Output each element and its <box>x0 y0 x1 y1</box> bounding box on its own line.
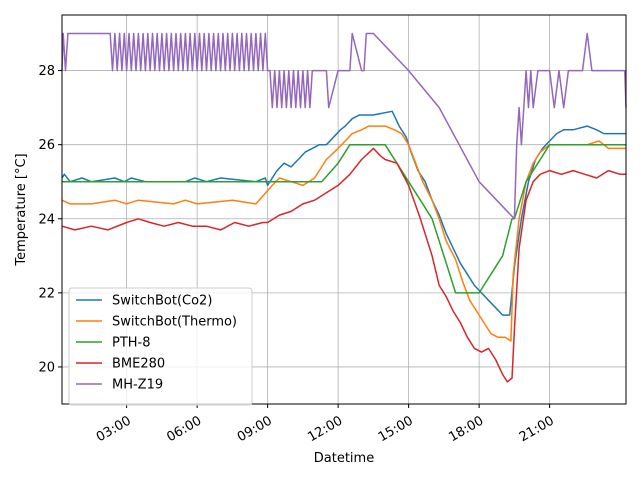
series-line-bme280 <box>61 147 626 383</box>
legend-label: SwitchBot(Co2) <box>112 294 212 309</box>
y-tick-label: 22 <box>38 286 55 301</box>
legend-label: SwitchBot(Thermo) <box>112 315 237 330</box>
y-axis-title: Temperature [°C] <box>14 153 29 266</box>
legend-label: PTH-8 <box>112 336 151 351</box>
series-line-switchbot-co2 <box>61 110 626 316</box>
series-layer <box>61 32 627 383</box>
y-tick-label: 20 <box>38 360 55 375</box>
x-axis-title: Datetime <box>314 451 374 466</box>
grid <box>62 15 626 404</box>
y-tick-label: 24 <box>38 212 55 227</box>
legend-label: BME280 <box>112 357 165 372</box>
legend-box <box>68 287 253 406</box>
y-axis-ticks: 20 22 24 26 28 <box>38 64 62 375</box>
y-tick-label: 28 <box>38 64 55 79</box>
legend-label: MH-Z19 <box>112 378 163 393</box>
legend: SwitchBot(Co2) SwitchBot(Thermo) PTH-8 BME2… <box>68 287 253 406</box>
series-line-switchbot-thermo <box>61 125 626 342</box>
plot-frame <box>61 14 627 405</box>
series-line-mh-z19 <box>61 32 627 220</box>
y-tick-label: 26 <box>38 138 55 153</box>
series-line-pth-8 <box>62 143 626 294</box>
